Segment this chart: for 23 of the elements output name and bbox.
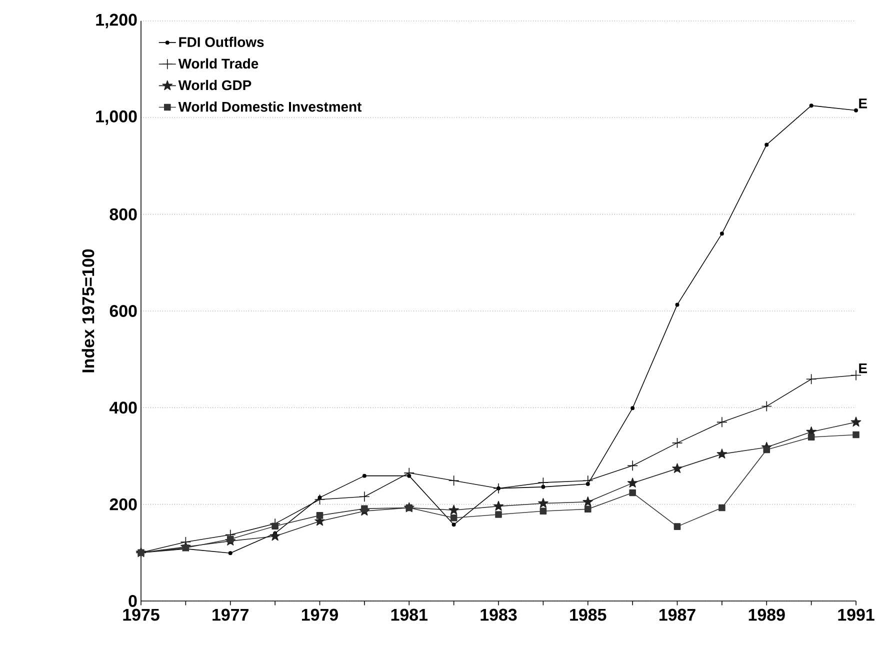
y-tick-label: 0	[128, 595, 137, 607]
x-tick-label: 1981	[391, 608, 428, 621]
x-tick-label: 1975	[123, 608, 160, 621]
y-tick-label: 800	[110, 208, 137, 220]
x-tick-label: 1985	[570, 608, 606, 621]
x-tick-label: 1989	[748, 608, 785, 621]
x-tick-label: 1977	[212, 608, 248, 621]
legend-label: World GDP	[178, 80, 252, 90]
x-tick-label: 1983	[480, 608, 517, 621]
y-tick-label: 1,000	[96, 110, 137, 125]
annotation: E	[859, 363, 867, 374]
x-tick-label: 1979	[302, 608, 338, 621]
y-tick-label: 200	[110, 498, 137, 510]
legend-label: World Trade	[178, 58, 258, 69]
x-tick-label: 1987	[659, 608, 696, 621]
y-tick-label: 600	[110, 305, 137, 317]
y-axis-title: Index 1975=100	[82, 249, 94, 372]
x-tick-label: 1991	[838, 608, 874, 621]
legend-label: World Domestic Investment	[178, 101, 362, 112]
legend-label: FDI Outflows	[179, 36, 264, 48]
annotation: E	[859, 98, 867, 108]
y-tick-label: 1,200	[96, 14, 137, 28]
y-tick-label: 400	[109, 402, 137, 414]
